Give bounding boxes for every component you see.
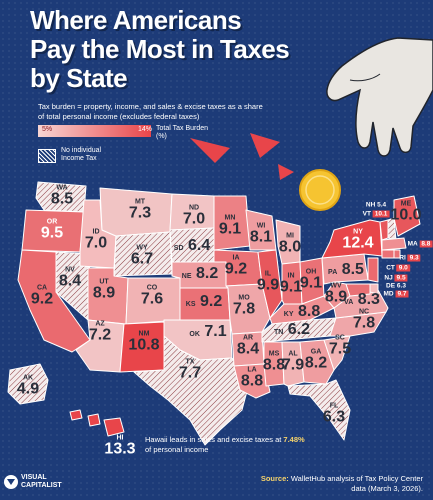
legend: 5% 14% Total Tax Burden (%) No individua… <box>38 125 238 170</box>
callout-md: MD 9.7 <box>383 290 409 298</box>
legend-min-label: 5% <box>42 126 53 133</box>
label-mi: MI 8.0 <box>278 232 302 256</box>
state-tx <box>133 335 251 446</box>
state-sc <box>323 335 351 371</box>
callout-ri: RI 9.3 <box>399 254 421 262</box>
label-wy: WY 6.7 <box>130 244 154 268</box>
state-ms <box>263 341 285 387</box>
label-or: OR 9.5 <box>40 218 64 242</box>
legend-color-label: Total Tax Burden (%) <box>156 125 209 140</box>
state-md <box>345 283 371 297</box>
visual-capitalist-logo-icon <box>4 475 18 489</box>
state-hi-2 <box>87 413 101 427</box>
label-id: ID 7.0 <box>84 228 108 252</box>
callout-vt: VT 10.1 <box>362 210 390 218</box>
label-va: VA 8.3 <box>344 291 380 308</box>
label-ar: AR 8.4 <box>236 334 260 358</box>
color-scale-bar <box>38 125 151 137</box>
label-mn: MN 9.1 <box>218 214 242 238</box>
label-ne: NE 8.2 <box>181 265 219 282</box>
label-az: AZ 7.2 <box>88 320 112 344</box>
label-sd: SD 6.4 <box>173 237 211 254</box>
subtitle: Tax burden = property, income, and sales… <box>38 102 263 121</box>
state-la <box>233 363 271 399</box>
label-ga: GA 8.2 <box>304 348 328 372</box>
label-wv: WV 8.9 <box>324 282 348 306</box>
label-mo: MO 7.8 <box>232 294 256 318</box>
callout-nj: NJ 9.5 <box>384 274 408 282</box>
label-tx: TX 7.7 <box>178 358 202 382</box>
label-co: CO 7.6 <box>140 284 164 308</box>
callout-nh: NH 5.4 <box>365 201 387 209</box>
state-al <box>281 341 305 387</box>
label-ks: KS 9.2 <box>185 293 223 310</box>
state-nj <box>367 257 379 283</box>
callout-de: DE 6.3 <box>386 282 406 290</box>
label-al: AL 7.9 <box>281 350 305 374</box>
state-fl <box>287 379 351 441</box>
brand-line-2: CAPITALIST <box>21 482 62 489</box>
state-ak <box>7 363 49 405</box>
state-il <box>257 249 283 319</box>
label-ok: OK 7.1 <box>189 323 227 340</box>
label-wa: WA 8.5 <box>50 184 74 208</box>
label-nm: NM 10.8 <box>128 330 160 354</box>
state-ri <box>393 249 401 259</box>
label-nd: ND 7.0 <box>182 204 206 228</box>
label-ca: CA 9.2 <box>30 284 54 308</box>
label-me: ME 10.0 <box>390 200 422 224</box>
callout-ct: CT 9.0 <box>386 264 410 272</box>
label-mt: MT 7.3 <box>128 198 152 222</box>
label-sc: SC 7.5 <box>328 334 352 358</box>
state-hi-1 <box>69 409 83 421</box>
label-nv: NV 8.4 <box>58 266 82 290</box>
state-nc <box>329 311 387 337</box>
label-ms: MS 8.8 <box>262 350 286 374</box>
state-ma <box>381 237 407 251</box>
label-in: IN 9.1 <box>279 272 303 296</box>
state-ny <box>321 219 383 259</box>
hatch-swatch <box>38 149 56 163</box>
callout-ma: MA 8.8 <box>407 240 433 248</box>
state-ct <box>381 249 395 259</box>
label-il: IL 9.9 <box>256 270 280 294</box>
label-hi: HI 13.3 <box>104 434 136 458</box>
label-ak: AK 4.9 <box>16 374 40 398</box>
label-ky: KY 8.8 <box>283 303 321 320</box>
state-hi-3 <box>103 417 125 437</box>
state-me <box>393 195 421 237</box>
hand-with-coin-illustration <box>299 37 433 211</box>
label-fl: FL 6.3 <box>322 402 346 426</box>
brand-line-1: VISUAL <box>21 474 47 481</box>
label-wi: WI 8.1 <box>249 222 273 246</box>
decorative-shards <box>190 133 294 180</box>
label-ny: NY 12.4 <box>342 228 374 252</box>
label-nc: NC 7.8 <box>352 308 376 332</box>
state-vt <box>379 219 389 241</box>
label-ia: IA 9.2 <box>224 254 248 278</box>
label-tn: TN 6.2 <box>273 321 311 338</box>
page-title: Where Americans Pay the Most in Taxes by… <box>30 5 290 93</box>
legend-max-label: 14% <box>138 126 153 133</box>
label-ut: UT 8.9 <box>92 278 116 302</box>
state-ga <box>299 339 335 385</box>
label-oh: OH 9.1 <box>299 268 323 292</box>
label-la: LA 8.8 <box>240 366 264 390</box>
source-note: Source: WalletHub analysis of Tax Policy… <box>260 474 423 493</box>
brand-logo: VISUAL CAPITALIST <box>4 474 62 490</box>
label-pa: PA 8.5 <box>328 261 364 278</box>
legend-hatch-label: No individual Income Tax <box>61 147 102 162</box>
hawaii-note: Hawaii leads in sales and excise taxes a… <box>145 435 305 454</box>
